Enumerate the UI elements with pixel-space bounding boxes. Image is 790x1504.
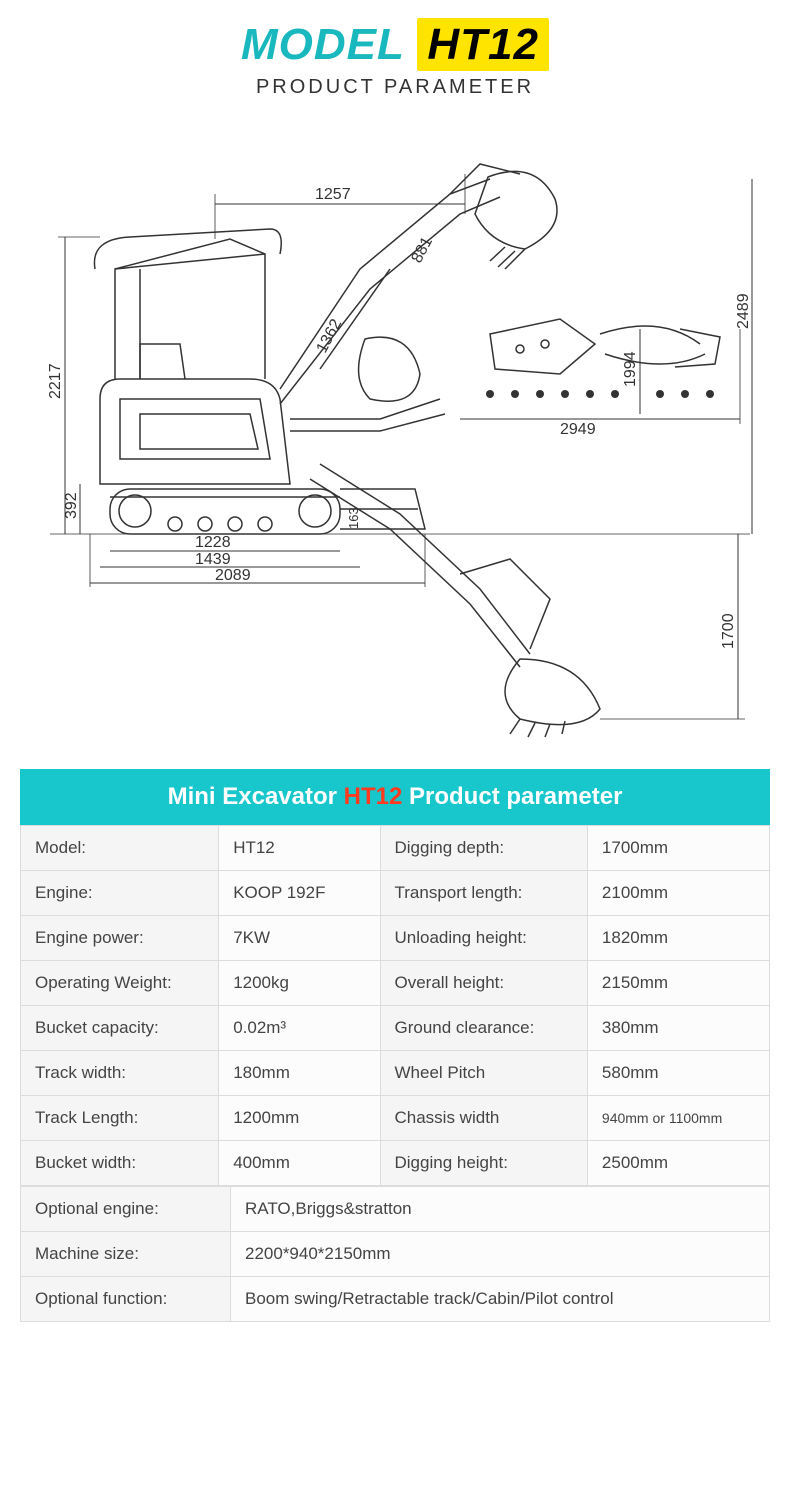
spec-value: 400mm: [219, 1141, 380, 1186]
page-header: MODEL HT12 PRODUCT PARAMETER: [0, 0, 790, 109]
spec-label: Model:: [21, 826, 219, 871]
spec-value: HT12: [219, 826, 380, 871]
dim-top-arm: 1257: [315, 186, 351, 203]
table-row: Engine:KOOP 192FTransport length:2100mm: [21, 871, 770, 916]
dim-side-mid: 1994: [622, 351, 639, 387]
dim-dig-depth: 1700: [720, 613, 737, 649]
spec-label: Operating Weight:: [21, 961, 219, 1006]
spec-value: 940mm or 1100mm: [587, 1096, 769, 1141]
spec-label: Overall height:: [380, 961, 587, 1006]
dim-arm-segment: 881: [409, 234, 437, 266]
spec-value: RATO,Briggs&stratton: [231, 1187, 770, 1232]
dim-track-clear: 392: [63, 492, 80, 519]
dim-ground-small: 163: [346, 507, 361, 529]
spec-label: Engine:: [21, 871, 219, 916]
spec-value: 1200mm: [219, 1096, 380, 1141]
table-row: Engine power:7KWUnloading height:1820mm: [21, 916, 770, 961]
spec-table-container: Mini Excavator HT12 Product parameter Mo…: [20, 769, 770, 1322]
dim-track-inner: 1228: [195, 534, 231, 551]
table-row: Track Length:1200mmChassis width940mm or…: [21, 1096, 770, 1141]
spec-label: Bucket capacity:: [21, 1006, 219, 1051]
spec-value: 0.02m³: [219, 1006, 380, 1051]
spec-label: Track width:: [21, 1051, 219, 1096]
spec-value: 2200*940*2150mm: [231, 1232, 770, 1277]
dim-max-reach: 2949: [560, 421, 596, 438]
spec-table: Model:HT12Digging depth:1700mmEngine:KOO…: [20, 825, 770, 1186]
dimension-diagram: 1257 881 2217 1362 2949 2489 1994 392 16…: [20, 119, 770, 739]
spec-value: 2500mm: [587, 1141, 769, 1186]
model-title: MODEL HT12: [0, 20, 790, 70]
table-row: Bucket capacity:0.02m³Ground clearance:3…: [21, 1006, 770, 1051]
spec-value: KOOP 192F: [219, 871, 380, 916]
spec-value: 2100mm: [587, 871, 769, 916]
spec-value: 7KW: [219, 916, 380, 961]
table-header-prefix: Mini Excavator: [168, 783, 337, 810]
spec-label: Engine power:: [21, 916, 219, 961]
spec-label: Wheel Pitch: [380, 1051, 587, 1096]
dim-side-upper: 2489: [735, 293, 752, 329]
model-word: MODEL: [241, 20, 404, 69]
spec-label: Optional function:: [21, 1277, 231, 1322]
dim-track-outer: 1439: [195, 551, 231, 568]
dim-mid-reach: 1362: [314, 316, 346, 355]
spec-label: Chassis width: [380, 1096, 587, 1141]
spec-label: Optional engine:: [21, 1187, 231, 1232]
spec-value: 1200kg: [219, 961, 380, 1006]
spec-value: 1820mm: [587, 916, 769, 961]
spec-table-header: Mini Excavator HT12 Product parameter: [20, 769, 770, 825]
spec-label: Digging depth:: [380, 826, 587, 871]
dim-total-height: 2217: [47, 363, 64, 399]
spec-label: Ground clearance:: [380, 1006, 587, 1051]
spec-label: Digging height:: [380, 1141, 587, 1186]
spec-label: Transport length:: [380, 871, 587, 916]
spec-value: 2150mm: [587, 961, 769, 1006]
spec-value: 580mm: [587, 1051, 769, 1096]
excavator-schematic-icon: 1257 881 2217 1362 2949 2489 1994 392 16…: [20, 119, 770, 739]
table-row: Operating Weight: 1200kgOverall height:2…: [21, 961, 770, 1006]
table-row: Optional function:Boom swing/Retractable…: [21, 1277, 770, 1322]
table-header-suffix: Product parameter: [409, 783, 622, 810]
table-row: Track width:180mmWheel Pitch580mm: [21, 1051, 770, 1096]
spec-value: 180mm: [219, 1051, 380, 1096]
table-header-model: HT12: [344, 783, 403, 810]
spec-label: Track Length:: [21, 1096, 219, 1141]
model-code: HT12: [417, 18, 549, 71]
table-row: Optional engine:RATO,Briggs&stratton: [21, 1187, 770, 1232]
spec-label: Unloading height:: [380, 916, 587, 961]
table-row: Machine size:2200*940*2150mm: [21, 1232, 770, 1277]
spec-label: Machine size:: [21, 1232, 231, 1277]
spec-value: 380mm: [587, 1006, 769, 1051]
spec-value: Boom swing/Retractable track/Cabin/Pilot…: [231, 1277, 770, 1322]
dim-overall-length: 2089: [215, 567, 251, 584]
header-subtitle: PRODUCT PARAMETER: [0, 76, 790, 99]
table-row: Bucket width:400mmDigging height:2500mm: [21, 1141, 770, 1186]
table-row: Model:HT12Digging depth:1700mm: [21, 826, 770, 871]
spec-label: Bucket width:: [21, 1141, 219, 1186]
spec-value: 1700mm: [587, 826, 769, 871]
spec-table-full: Optional engine:RATO,Briggs&strattonMach…: [20, 1186, 770, 1322]
